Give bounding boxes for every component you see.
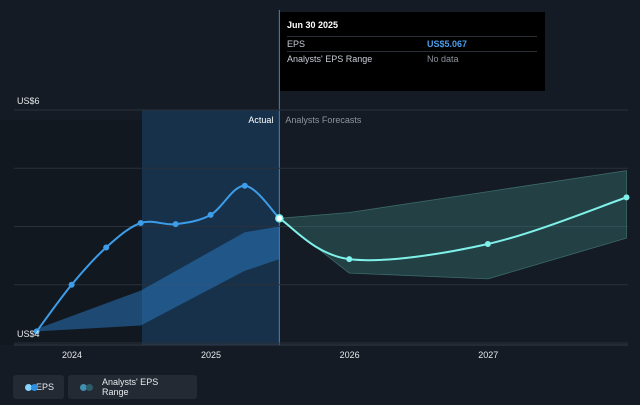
x-tick-label: 2024 bbox=[62, 350, 82, 360]
x-tick-label: 2025 bbox=[201, 350, 221, 360]
section-label-forecast: Analysts Forecasts bbox=[285, 115, 362, 125]
eps-point bbox=[241, 182, 248, 189]
eps-point bbox=[33, 328, 40, 335]
legend-item-eps[interactable]: EPS bbox=[13, 375, 64, 399]
range-legend-icon bbox=[78, 383, 96, 391]
eps-forecast-point bbox=[484, 240, 491, 247]
y-axis-label-min: US$4 bbox=[17, 329, 40, 339]
y-axis-label-max: US$6 bbox=[17, 96, 40, 106]
eps-range-band-forecast bbox=[278, 170, 627, 280]
eps-point bbox=[207, 211, 214, 218]
tooltip-eps-value: US$5.067 bbox=[427, 39, 468, 49]
tooltip-range-value: No data bbox=[427, 54, 459, 64]
eps-forecast-point bbox=[623, 194, 630, 201]
x-tick-label: 2026 bbox=[340, 350, 360, 360]
tooltip-row-eps: EPS US$5.067 bbox=[287, 36, 537, 51]
tooltip-eps-label: EPS bbox=[287, 39, 306, 49]
tooltip-range-label: Analysts' EPS Range bbox=[287, 54, 373, 64]
tooltip-date: Jun 30 2025 bbox=[287, 20, 339, 30]
highlight-band bbox=[142, 110, 280, 345]
eps-legend-icon bbox=[23, 383, 38, 391]
tooltip-row-range: Analysts' EPS Range No data bbox=[287, 51, 537, 66]
eps-range-band-actual bbox=[36, 226, 280, 332]
eps-point bbox=[103, 244, 110, 251]
x-tick-label: 2027 bbox=[478, 350, 498, 360]
legend-eps-label: EPS bbox=[35, 382, 54, 392]
past-background bbox=[0, 120, 142, 345]
legend-item-range[interactable]: Analysts' EPS Range bbox=[68, 375, 197, 399]
hover-tooltip: Jun 30 2025 EPS US$5.067 Analysts' EPS R… bbox=[280, 12, 545, 91]
legend-range-label: Analysts' EPS Range bbox=[101, 377, 159, 397]
gridlines bbox=[14, 109, 628, 346]
eps-point bbox=[172, 221, 179, 228]
eps-point bbox=[68, 281, 75, 288]
eps-point bbox=[137, 220, 144, 227]
eps-point bbox=[275, 214, 284, 223]
eps-forecast-point bbox=[346, 256, 353, 263]
section-label-actual: Actual bbox=[248, 115, 273, 125]
eps-forecast-line bbox=[278, 196, 628, 262]
